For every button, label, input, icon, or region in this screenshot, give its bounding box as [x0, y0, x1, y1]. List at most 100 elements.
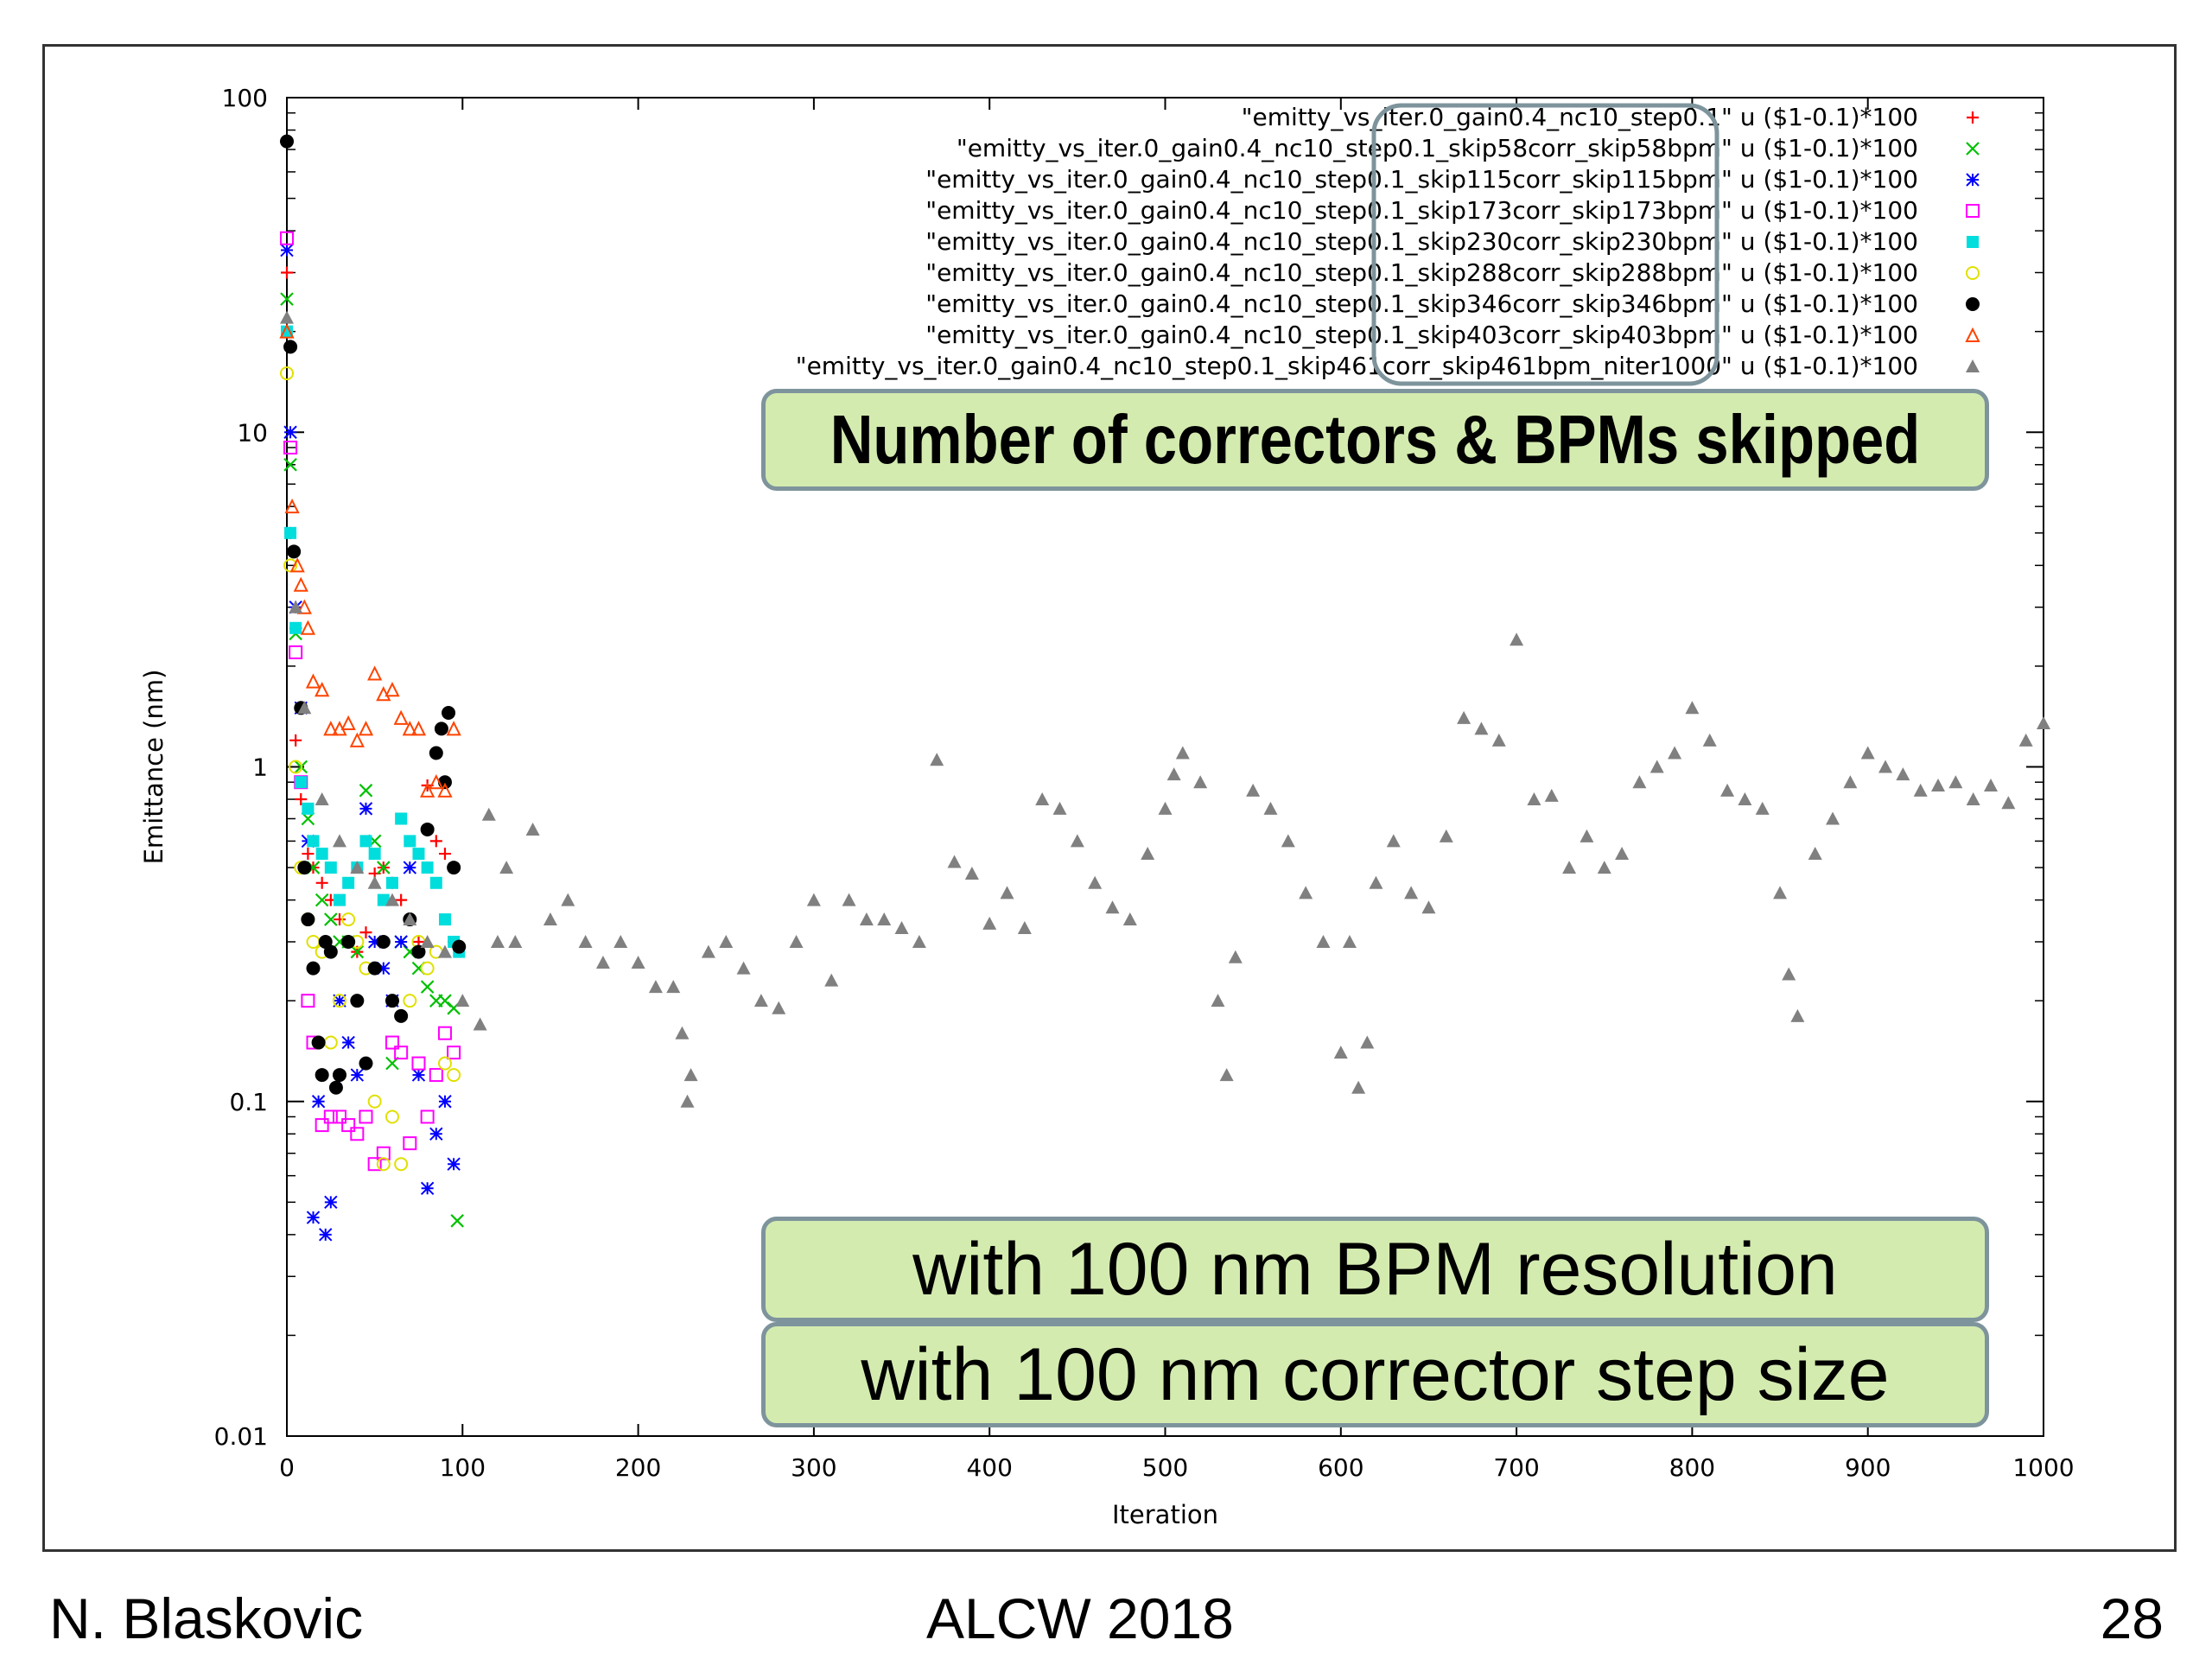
series-9-point: [1860, 746, 1875, 760]
series-9-point: [315, 792, 329, 806]
series-2-point: [283, 458, 297, 472]
series-7-point: [350, 994, 365, 1008]
series-6-point: [376, 1157, 391, 1172]
series-9-point: [675, 1026, 690, 1039]
series-9-point: [648, 980, 663, 994]
series-3-point: [283, 425, 297, 439]
series-8-point: [420, 782, 435, 798]
series-3-point: [319, 1228, 333, 1242]
series-5-point: [359, 835, 372, 848]
series-9-point: [736, 961, 751, 975]
x-tick-label: 700: [1493, 1453, 1539, 1482]
series-3-point: [324, 1195, 338, 1210]
legend-marker-5: [1967, 236, 1979, 248]
series-2-point: [350, 944, 365, 959]
series-5-point: [438, 913, 451, 926]
series-9-point: [859, 912, 874, 926]
series-7-point: [447, 861, 461, 875]
x-tick-label: 900: [1845, 1453, 1891, 1482]
series-4-point: [437, 1026, 452, 1040]
series-9-point: [1632, 775, 1647, 789]
series-9-point: [1738, 792, 1752, 806]
series-9-point: [772, 1001, 786, 1014]
x-tick-label: 400: [966, 1453, 1012, 1482]
series-9-point: [1878, 760, 1893, 773]
series-8-point: [385, 682, 400, 697]
y-tick-label: 1: [252, 753, 268, 782]
series-9-point: [1246, 783, 1261, 797]
series-3-point: [447, 1157, 461, 1171]
series-9-point: [289, 600, 303, 613]
series-4-point: [385, 1035, 399, 1050]
series-9-point: [930, 753, 944, 766]
legend-label-9: "emitty_vs_iter.0_gain0.4_nc10_step0.1_s…: [796, 352, 1918, 380]
series-9-point: [1211, 994, 1225, 1007]
series-9-point: [2037, 716, 2050, 730]
series-1-point: [395, 893, 408, 906]
series-9-point: [1158, 801, 1173, 815]
y-tick-label: 10: [237, 418, 268, 447]
series-9-point: [490, 934, 505, 948]
series-9-point: [367, 875, 382, 889]
series-1-point: [359, 926, 372, 939]
series-5-point: [395, 812, 408, 825]
series-4-point: [367, 1157, 382, 1172]
series-9-point: [683, 1068, 698, 1082]
series-3-point: [403, 861, 417, 874]
series-3-point: [359, 802, 373, 816]
x-tick-label: 500: [1142, 1453, 1188, 1482]
callout-skipped-text: Number of correctors & BPMs skipped: [830, 401, 1921, 478]
series-9-point: [1562, 861, 1577, 874]
series-9-point: [1017, 920, 1032, 934]
series-9-point: [1035, 792, 1050, 806]
series-9-point: [1790, 1008, 1805, 1022]
series-8-point: [429, 773, 444, 790]
x-tick-label: 1000: [2012, 1453, 2074, 1482]
series-7-point: [359, 1056, 373, 1071]
series-9-point: [525, 822, 540, 836]
y-axis-label: Emittance (nm): [139, 670, 168, 865]
series-6-point: [341, 912, 356, 927]
series-8-point: [279, 323, 295, 339]
series-5-point: [412, 848, 425, 861]
series-3-point: [438, 1095, 452, 1109]
series-5-point: [315, 848, 328, 861]
series-7-point: [429, 746, 443, 760]
series-3-point: [280, 243, 294, 257]
series-7-point: [328, 1080, 343, 1095]
series-9-point: [1580, 829, 1594, 842]
series-5-point: [307, 835, 320, 848]
series-9-point: [508, 934, 523, 948]
series-8-point: [410, 721, 427, 736]
series-4-point: [403, 1136, 417, 1151]
series-5-point: [324, 861, 337, 874]
callout-skipped-title: Number of correctors & BPMs skipped: [761, 389, 1989, 491]
legend-label-2: "emitty_vs_iter.0_gain0.4_nc10_step0.1_s…: [957, 134, 1918, 162]
series-9-point: [912, 934, 926, 948]
series-7-point: [442, 706, 456, 721]
series-9-point: [332, 834, 346, 848]
series-6-point: [323, 1035, 338, 1050]
series-6-point: [420, 961, 435, 976]
series-3-point: [394, 935, 408, 949]
series-1-point: [429, 835, 442, 848]
series-1-point: [281, 266, 293, 279]
series-9-point: [280, 310, 294, 324]
x-tick-label: 0: [279, 1453, 295, 1482]
series-3-point: [341, 1035, 355, 1050]
series-9-point: [2001, 796, 2016, 810]
series-7-point: [420, 822, 435, 836]
legend-marker-4: [1966, 204, 1980, 218]
series-1-point: [315, 876, 328, 889]
series-7-point: [297, 861, 312, 875]
series-4-point: [289, 645, 303, 659]
series-8-point: [446, 721, 461, 736]
series-2-point: [280, 292, 294, 306]
series-9-point: [1105, 900, 1120, 914]
series-7-point: [367, 961, 382, 976]
series-7-point: [315, 1068, 329, 1083]
series-9-point: [1386, 834, 1401, 848]
series-9-point: [1510, 632, 1524, 646]
series-7-point: [332, 1068, 346, 1083]
legend-marker-7: [1966, 297, 1980, 311]
